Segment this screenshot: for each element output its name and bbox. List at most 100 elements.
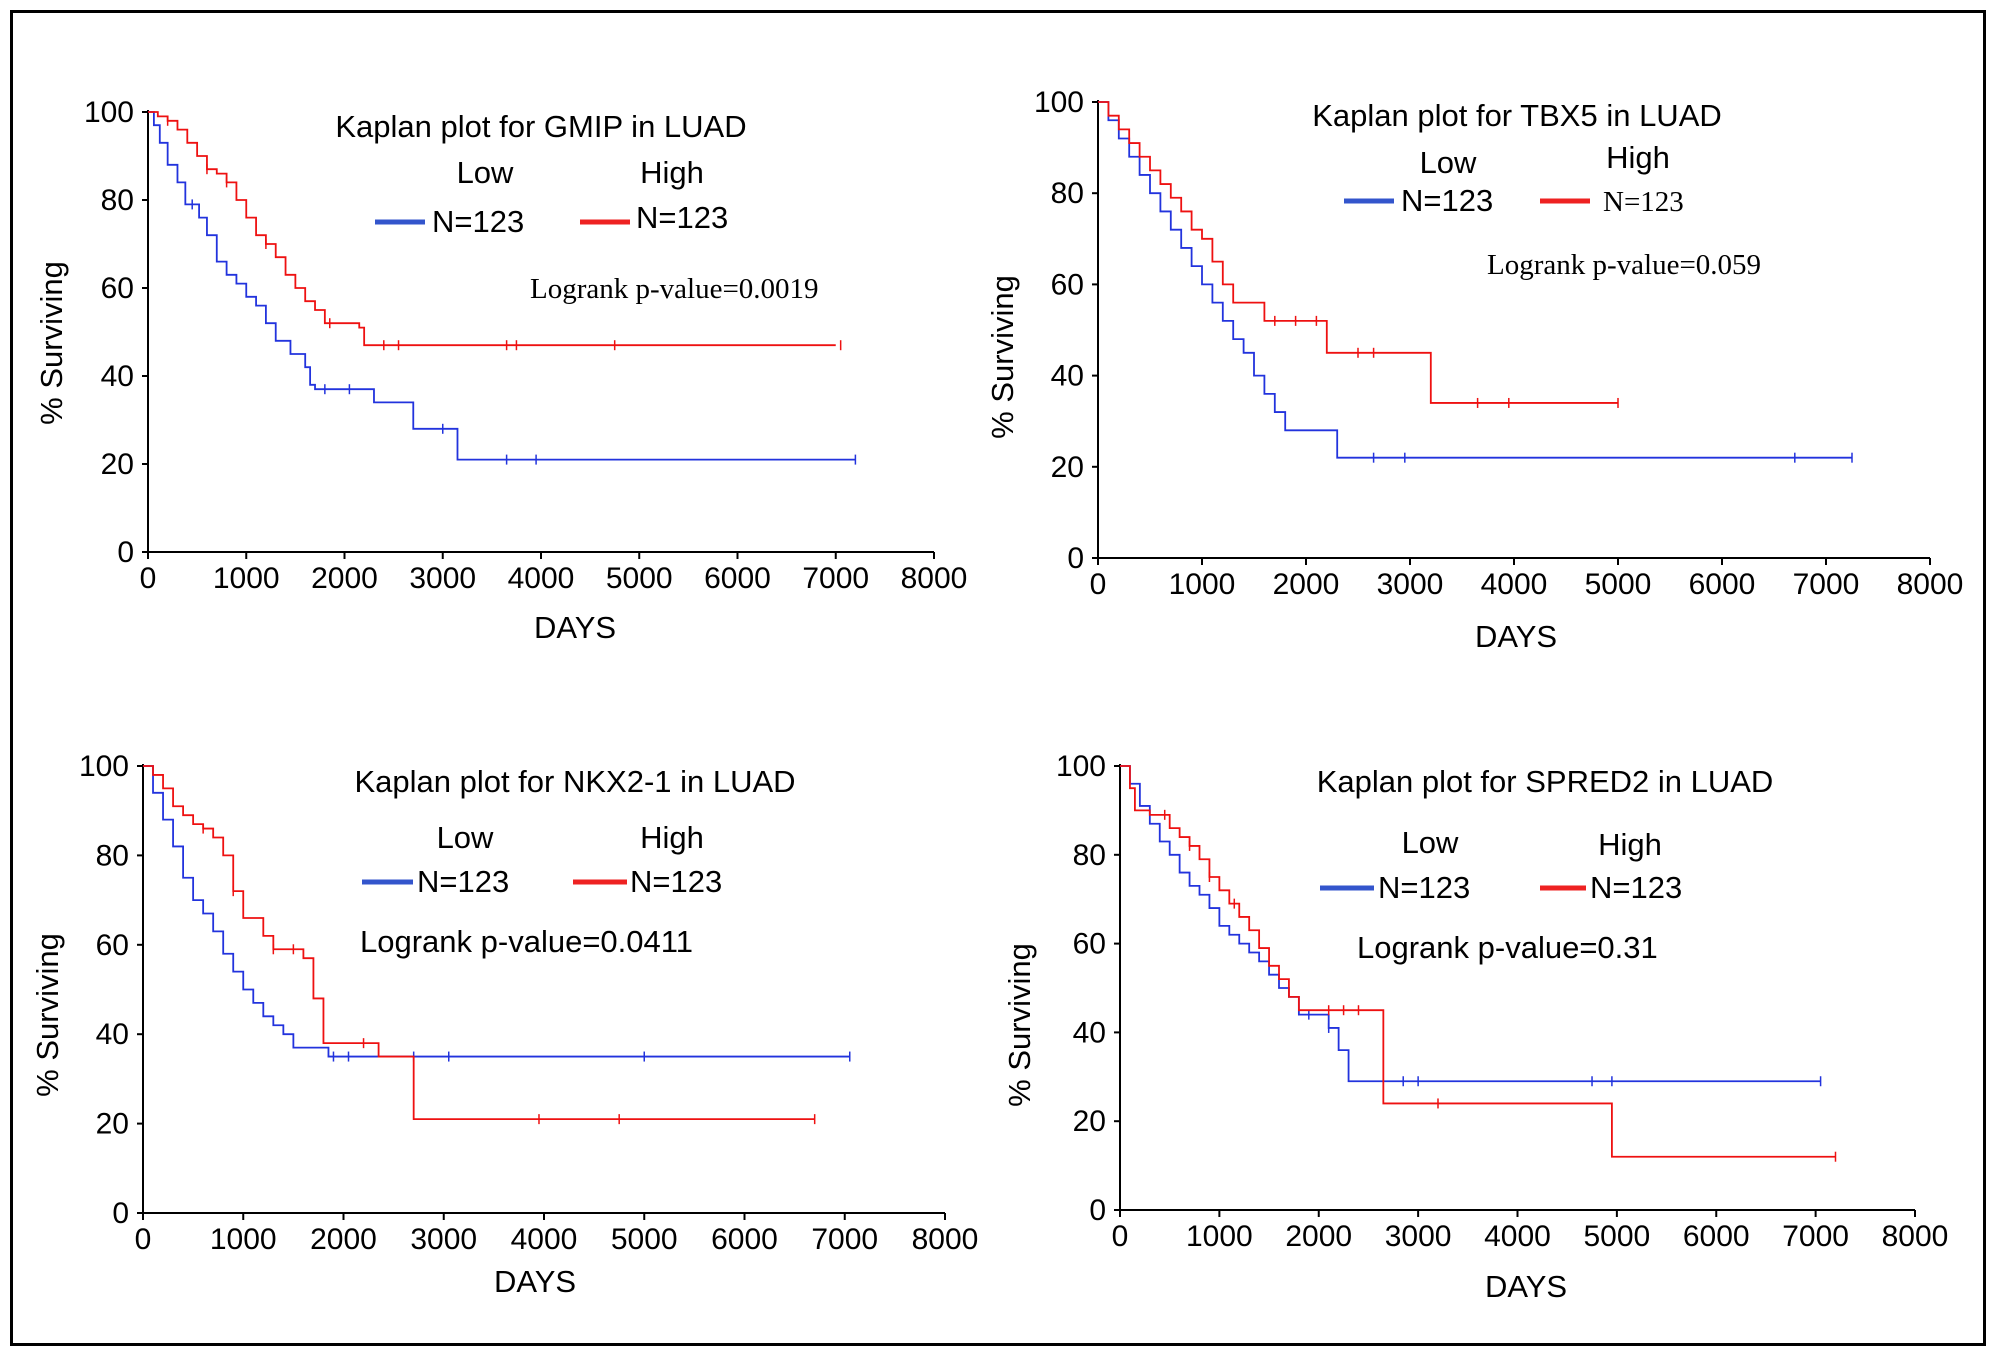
x-tick-label: 4000 — [508, 562, 575, 595]
x-tick-label: 2000 — [1273, 568, 1340, 601]
chart-title: Kaplan plot for GMIP in LUAD — [335, 109, 746, 144]
x-tick-label: 4000 — [1481, 568, 1548, 601]
x-tick-label: 5000 — [611, 1223, 678, 1256]
x-tick-label: 5000 — [1584, 1220, 1651, 1253]
logrank-pvalue: Logrank p-value=0.31 — [1357, 930, 1658, 965]
y-tick-label: 40 — [96, 1018, 129, 1051]
x-tick-label: 3000 — [409, 562, 476, 595]
x-axis-label: DAYS — [1475, 619, 1557, 654]
y-tick-label: 80 — [101, 184, 134, 217]
y-tick-label: 80 — [96, 839, 129, 872]
y-tick-label: 0 — [112, 1197, 129, 1230]
km-panel-tbx5: Kaplan plot for TBX5 in LUAD Low High N=… — [985, 86, 1963, 654]
y-axis-label: % Surviving — [34, 261, 69, 425]
y-tick-label: 80 — [1051, 177, 1084, 210]
y-tick-label: 20 — [96, 1108, 129, 1141]
km-curve-low — [1120, 765, 1821, 1083]
legend-high-label: High — [1606, 140, 1670, 175]
x-tick-label: 8000 — [1897, 568, 1964, 601]
km-panel-spred2: Kaplan plot for SPRED2 in LUAD Low High … — [1002, 750, 1948, 1304]
y-axis-label: % Surviving — [985, 275, 1020, 439]
km-curve-high — [1120, 765, 1836, 1158]
chart-title: Kaplan plot for TBX5 in LUAD — [1312, 98, 1722, 133]
x-tick-label: 6000 — [1683, 1220, 1750, 1253]
logrank-pvalue: Logrank p-value=0.0411 — [360, 924, 693, 959]
chart-title: Kaplan plot for SPRED2 in LUAD — [1317, 764, 1774, 799]
y-tick-label: 20 — [1073, 1105, 1106, 1138]
legend-high-n: N=123 — [636, 200, 728, 235]
x-tick-label: 0 — [1112, 1220, 1129, 1253]
x-axis-label: DAYS — [494, 1264, 576, 1299]
y-tick-label: 60 — [1073, 928, 1106, 961]
x-axis-label: DAYS — [534, 610, 616, 645]
x-tick-label: 7000 — [1782, 1220, 1849, 1253]
y-axis-label: % Surviving — [1002, 943, 1037, 1107]
x-tick-label: 1000 — [1186, 1220, 1253, 1253]
legend-high-label: High — [640, 820, 704, 855]
legend-low-n: N=123 — [432, 204, 524, 239]
y-tick-label: 0 — [1067, 542, 1084, 575]
legend-high-n: N=123 — [630, 864, 722, 899]
chart-title: Kaplan plot for NKX2-1 in LUAD — [354, 764, 795, 799]
legend-high-label: High — [1598, 827, 1662, 862]
y-tick-label: 40 — [1073, 1016, 1106, 1049]
x-tick-label: 1000 — [210, 1223, 277, 1256]
x-tick-label: 7000 — [1793, 568, 1860, 601]
y-tick-label: 20 — [101, 448, 134, 481]
y-tick-label: 60 — [96, 929, 129, 962]
x-tick-label: 7000 — [802, 562, 869, 595]
y-tick-label: 60 — [1051, 268, 1084, 301]
km-curve-low — [1098, 101, 1852, 459]
legend-low-label: Low — [1420, 145, 1477, 180]
figure-frame — [10, 10, 1986, 1346]
km-curve-high — [143, 765, 815, 1121]
x-tick-label: 6000 — [711, 1223, 778, 1256]
y-tick-label: 100 — [1034, 86, 1084, 119]
legend-high-label: High — [640, 155, 704, 190]
x-tick-label: 4000 — [511, 1223, 578, 1256]
y-tick-label: 40 — [101, 360, 134, 393]
logrank-pvalue: Logrank p-value=0.0019 — [530, 273, 819, 305]
x-tick-label: 1000 — [213, 562, 280, 595]
legend-low-label: Low — [1402, 825, 1459, 860]
y-tick-label: 20 — [1051, 451, 1084, 484]
km-curve-low — [148, 111, 856, 461]
x-axis-label: DAYS — [1485, 1269, 1567, 1304]
legend-low-n: N=123 — [1401, 183, 1493, 218]
km-curve-high — [1098, 101, 1618, 404]
legend-high-n: N=123 — [1603, 186, 1684, 218]
x-tick-label: 1000 — [1169, 568, 1236, 601]
x-tick-label: 5000 — [606, 562, 673, 595]
x-tick-label: 2000 — [1285, 1220, 1352, 1253]
legend-high-n: N=123 — [1590, 870, 1682, 905]
x-tick-label: 3000 — [1385, 1220, 1452, 1253]
x-tick-label: 3000 — [1377, 568, 1444, 601]
x-tick-label: 8000 — [912, 1223, 979, 1256]
x-tick-label: 0 — [1090, 568, 1107, 601]
x-tick-label: 3000 — [410, 1223, 477, 1256]
legend-low-label: Low — [437, 820, 494, 855]
logrank-pvalue: Logrank p-value=0.059 — [1487, 249, 1761, 281]
legend-low-n: N=123 — [1378, 870, 1470, 905]
x-tick-label: 0 — [140, 562, 157, 595]
legend-low-n: N=123 — [417, 864, 509, 899]
y-tick-label: 80 — [1073, 839, 1106, 872]
y-tick-label: 0 — [117, 536, 134, 569]
x-tick-label: 7000 — [811, 1223, 878, 1256]
x-tick-label: 6000 — [1689, 568, 1756, 601]
x-tick-label: 8000 — [901, 562, 968, 595]
x-tick-label: 8000 — [1882, 1220, 1949, 1253]
x-tick-label: 5000 — [1585, 568, 1652, 601]
km-curve-low — [143, 765, 850, 1058]
km-curve-high — [148, 111, 836, 347]
y-tick-label: 100 — [1056, 750, 1106, 783]
km-panel-nkx2-1: Kaplan plot for NKX2-1 in LUAD Low High … — [30, 750, 978, 1299]
y-tick-label: 40 — [1051, 360, 1084, 393]
x-tick-label: 6000 — [704, 562, 771, 595]
y-axis-label: % Surviving — [30, 933, 65, 1097]
y-tick-label: 60 — [101, 272, 134, 305]
x-tick-label: 4000 — [1484, 1220, 1551, 1253]
x-tick-label: 2000 — [311, 562, 378, 595]
y-tick-label: 100 — [79, 750, 129, 783]
